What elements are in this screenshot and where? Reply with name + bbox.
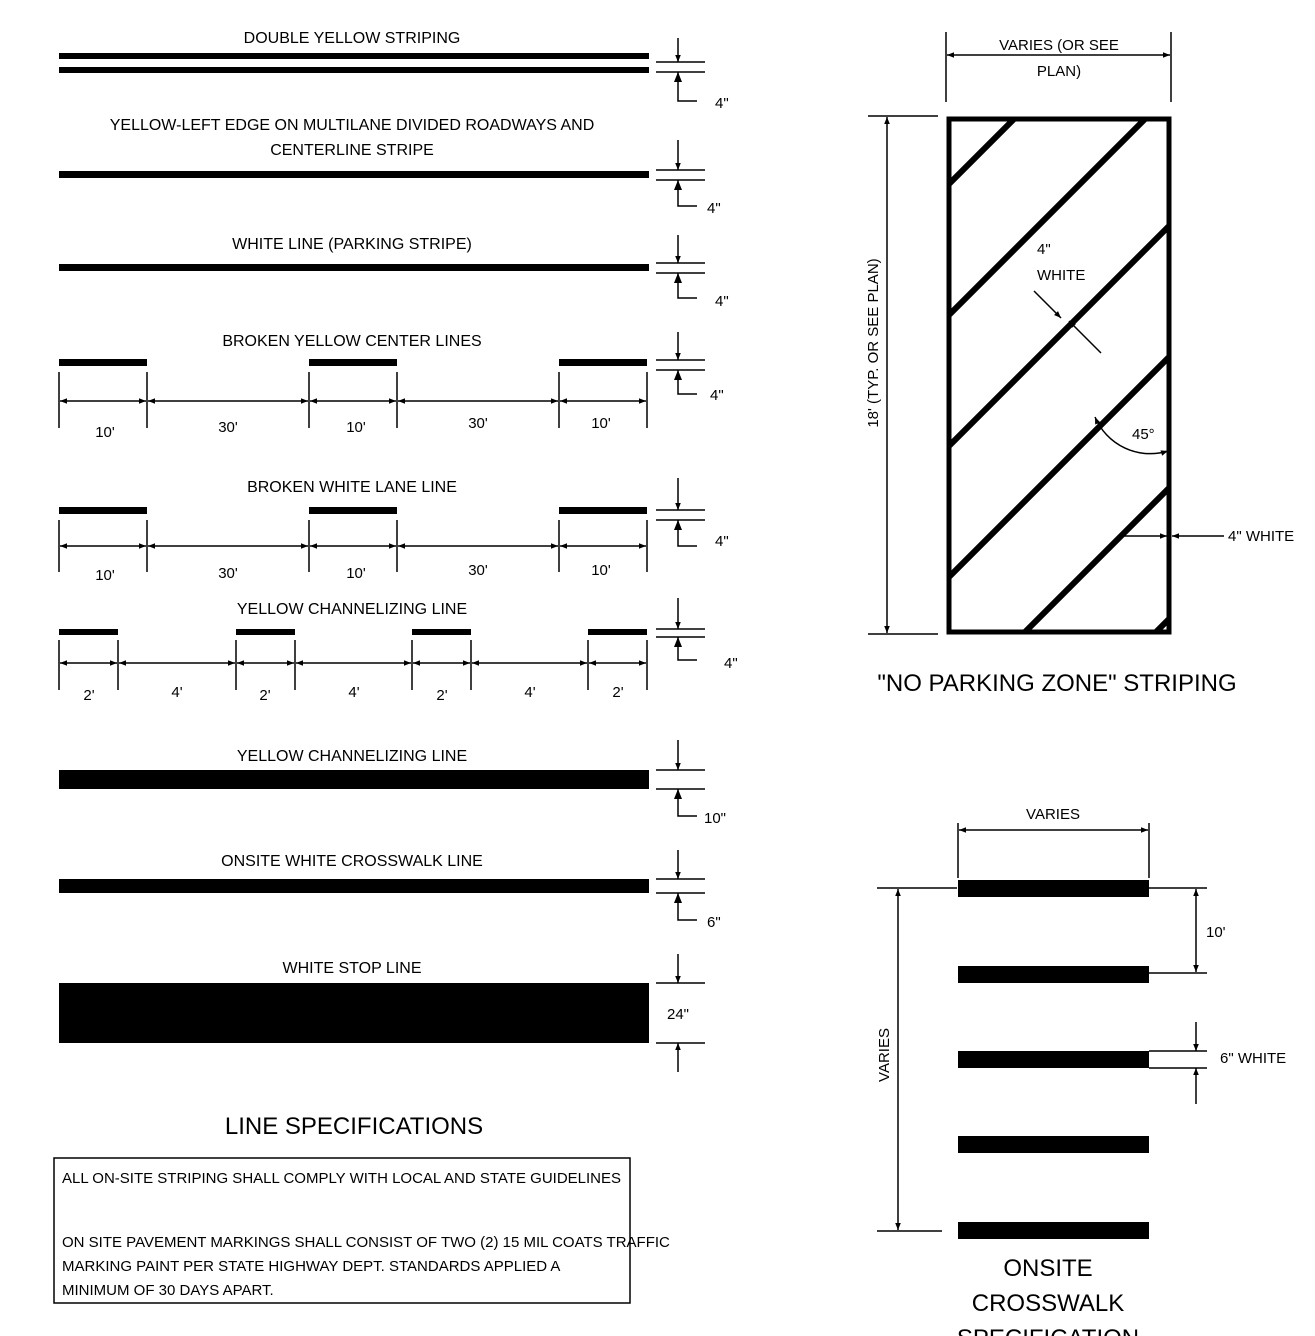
yellow-channel-dashed-width: 4"	[724, 655, 738, 672]
white-line-detail: WHITE LINE (PARKING STRIPE) 4"	[59, 235, 729, 310]
yellow-channel-solid-label: YELLOW CHANNELIZING LINE	[237, 748, 467, 765]
broken-white-dash-1	[59, 507, 147, 514]
white-line-width: 4"	[715, 293, 729, 310]
no-parking-stripe-width-1: 4"	[1037, 241, 1051, 258]
broken-white-dim-3: 10'	[346, 565, 366, 582]
yellow-channel-dashed-detail: YELLOW CHANNELIZING LINE 2' 4' 2' 4' 2' …	[58, 598, 738, 704]
no-parking-border-label: 4" WHITE	[1228, 528, 1294, 545]
notes-box: ALL ON-SITE STRIPING SHALL COMPLY WITH L…	[53, 1157, 670, 1304]
crosswalk-line-width: 6"	[707, 914, 721, 931]
note-line-3: MARKING PAINT PER STATE HIGHWAY DEPT. ST…	[62, 1258, 560, 1275]
note-line-1: ALL ON-SITE STRIPING SHALL COMPLY WITH L…	[62, 1170, 621, 1187]
channel-dim-7: 2'	[612, 684, 623, 701]
yellow-left-edge-label-2: CENTERLINE STRIPE	[270, 142, 434, 159]
broken-yellow-dash-2	[309, 359, 397, 366]
stop-line-width: 24"	[667, 1006, 689, 1023]
channel-dash-3	[412, 629, 471, 635]
no-parking-title: "NO PARKING ZONE" STRIPING	[877, 670, 1236, 697]
yellow-left-edge-detail: YELLOW-LEFT EDGE ON MULTILANE DIVIDED RO…	[59, 117, 721, 217]
broken-yellow-width: 4"	[710, 387, 724, 404]
no-parking-stripe-width-2: WHITE	[1037, 267, 1085, 284]
no-parking-width-2: PLAN)	[1037, 63, 1081, 80]
double-yellow-stripe-2	[59, 67, 649, 73]
double-yellow-detail: DOUBLE YELLOW STRIPING 4"	[59, 30, 729, 112]
broken-white-detail: BROKEN WHITE LANE LINE 10' 30' 10' 30' 1…	[58, 478, 729, 584]
crosswalk-title-3: SPECIFICATION	[957, 1325, 1139, 1336]
broken-white-dim-4: 30'	[468, 562, 488, 579]
crosswalk-bar-2	[958, 966, 1149, 983]
crosswalk-bar-4	[958, 1136, 1149, 1153]
double-yellow-label: DOUBLE YELLOW STRIPING	[244, 30, 461, 47]
channel-dim-5: 2'	[436, 687, 447, 704]
channel-dash-1	[59, 629, 118, 635]
yellow-channel-solid-detail: YELLOW CHANNELIZING LINE 10"	[59, 740, 726, 827]
crosswalk-bar-1	[958, 880, 1149, 897]
channel-dash-2	[236, 629, 295, 635]
channel-dash-4	[588, 629, 647, 635]
double-yellow-stripe-1	[59, 53, 649, 59]
broken-yellow-dim-1: 10'	[95, 424, 115, 441]
no-parking-border	[946, 116, 1172, 635]
yellow-left-edge-stripe	[59, 171, 649, 178]
channel-dim-1: 2'	[83, 687, 94, 704]
crosswalk-line-label: ONSITE WHITE CROSSWALK LINE	[221, 853, 483, 870]
white-line-stripe	[59, 264, 649, 271]
broken-yellow-dim-4: 30'	[468, 415, 488, 432]
crosswalk-bar-3	[958, 1051, 1149, 1068]
yellow-channel-dashed-label: YELLOW CHANNELIZING LINE	[237, 601, 467, 618]
yellow-left-edge-label-1: YELLOW-LEFT EDGE ON MULTILANE DIVIDED RO…	[110, 117, 595, 134]
white-line-label: WHITE LINE (PARKING STRIPE)	[232, 236, 472, 253]
crosswalk-title-1: ONSITE	[1003, 1255, 1092, 1282]
crosswalk-bar-width: 6" WHITE	[1220, 1050, 1286, 1067]
broken-yellow-dash-1	[59, 359, 147, 366]
broken-white-label: BROKEN WHITE LANE LINE	[247, 479, 457, 496]
no-parking-hatching	[949, 119, 1169, 632]
note-line-4: MINIMUM OF 30 DAYS APART.	[62, 1282, 274, 1299]
channel-dim-2: 4'	[171, 684, 182, 701]
crosswalk-bar-5	[958, 1222, 1149, 1239]
broken-yellow-dim-5: 10'	[591, 415, 611, 432]
crosswalk-length: VARIES	[876, 1028, 893, 1082]
crosswalk-spacing: 10'	[1206, 924, 1226, 941]
yellow-left-edge-width: 4"	[707, 200, 721, 217]
line-specs-title: LINE SPECIFICATIONS	[225, 1113, 483, 1140]
note-line-2: ON SITE PAVEMENT MARKINGS SHALL CONSIST …	[62, 1234, 670, 1251]
broken-white-dim-5: 10'	[591, 562, 611, 579]
no-parking-height: 18' (TYP. OR SEE PLAN)	[865, 258, 882, 427]
broken-yellow-dim-3: 10'	[346, 419, 366, 436]
crosswalk-line-stripe	[59, 879, 649, 893]
channel-dim-6: 4'	[524, 684, 535, 701]
no-parking-width-1: VARIES (OR SEE	[999, 37, 1119, 54]
broken-yellow-dim-2: 30'	[218, 419, 238, 436]
channel-dim-4: 4'	[348, 684, 359, 701]
broken-yellow-dash-3	[559, 359, 647, 366]
yellow-channel-solid-width: 10"	[704, 810, 726, 827]
broken-yellow-detail: BROKEN YELLOW CENTER LINES 10' 30' 10' 3…	[58, 332, 724, 441]
no-parking-zone-detail: VARIES (OR SEE PLAN) 18' (TYP. OR SEE PL…	[865, 32, 1294, 697]
channel-dim-3: 2'	[259, 687, 270, 704]
stop-line-detail: WHITE STOP LINE 24"	[59, 954, 705, 1072]
crosswalk-title-2: CROSSWALK	[972, 1290, 1124, 1317]
stop-line-stripe	[59, 983, 649, 1043]
double-yellow-width: 4"	[715, 95, 729, 112]
broken-white-dim-2: 30'	[218, 565, 238, 582]
broken-white-width: 4"	[715, 533, 729, 550]
stop-line-label: WHITE STOP LINE	[283, 960, 422, 977]
broken-white-dash-2	[309, 507, 397, 514]
crosswalk-spec-detail: VARIES 10' 6" WHITE VARIES ONSITE CROSSW…	[876, 806, 1286, 1336]
yellow-channel-solid-stripe	[59, 770, 649, 789]
no-parking-angle: 45°	[1132, 426, 1155, 443]
crosswalk-width: VARIES	[1026, 806, 1080, 823]
broken-white-dim-1: 10'	[95, 567, 115, 584]
broken-white-dash-3	[559, 507, 647, 514]
crosswalk-line-detail: ONSITE WHITE CROSSWALK LINE 6"	[59, 850, 721, 931]
broken-yellow-label: BROKEN YELLOW CENTER LINES	[222, 333, 481, 350]
